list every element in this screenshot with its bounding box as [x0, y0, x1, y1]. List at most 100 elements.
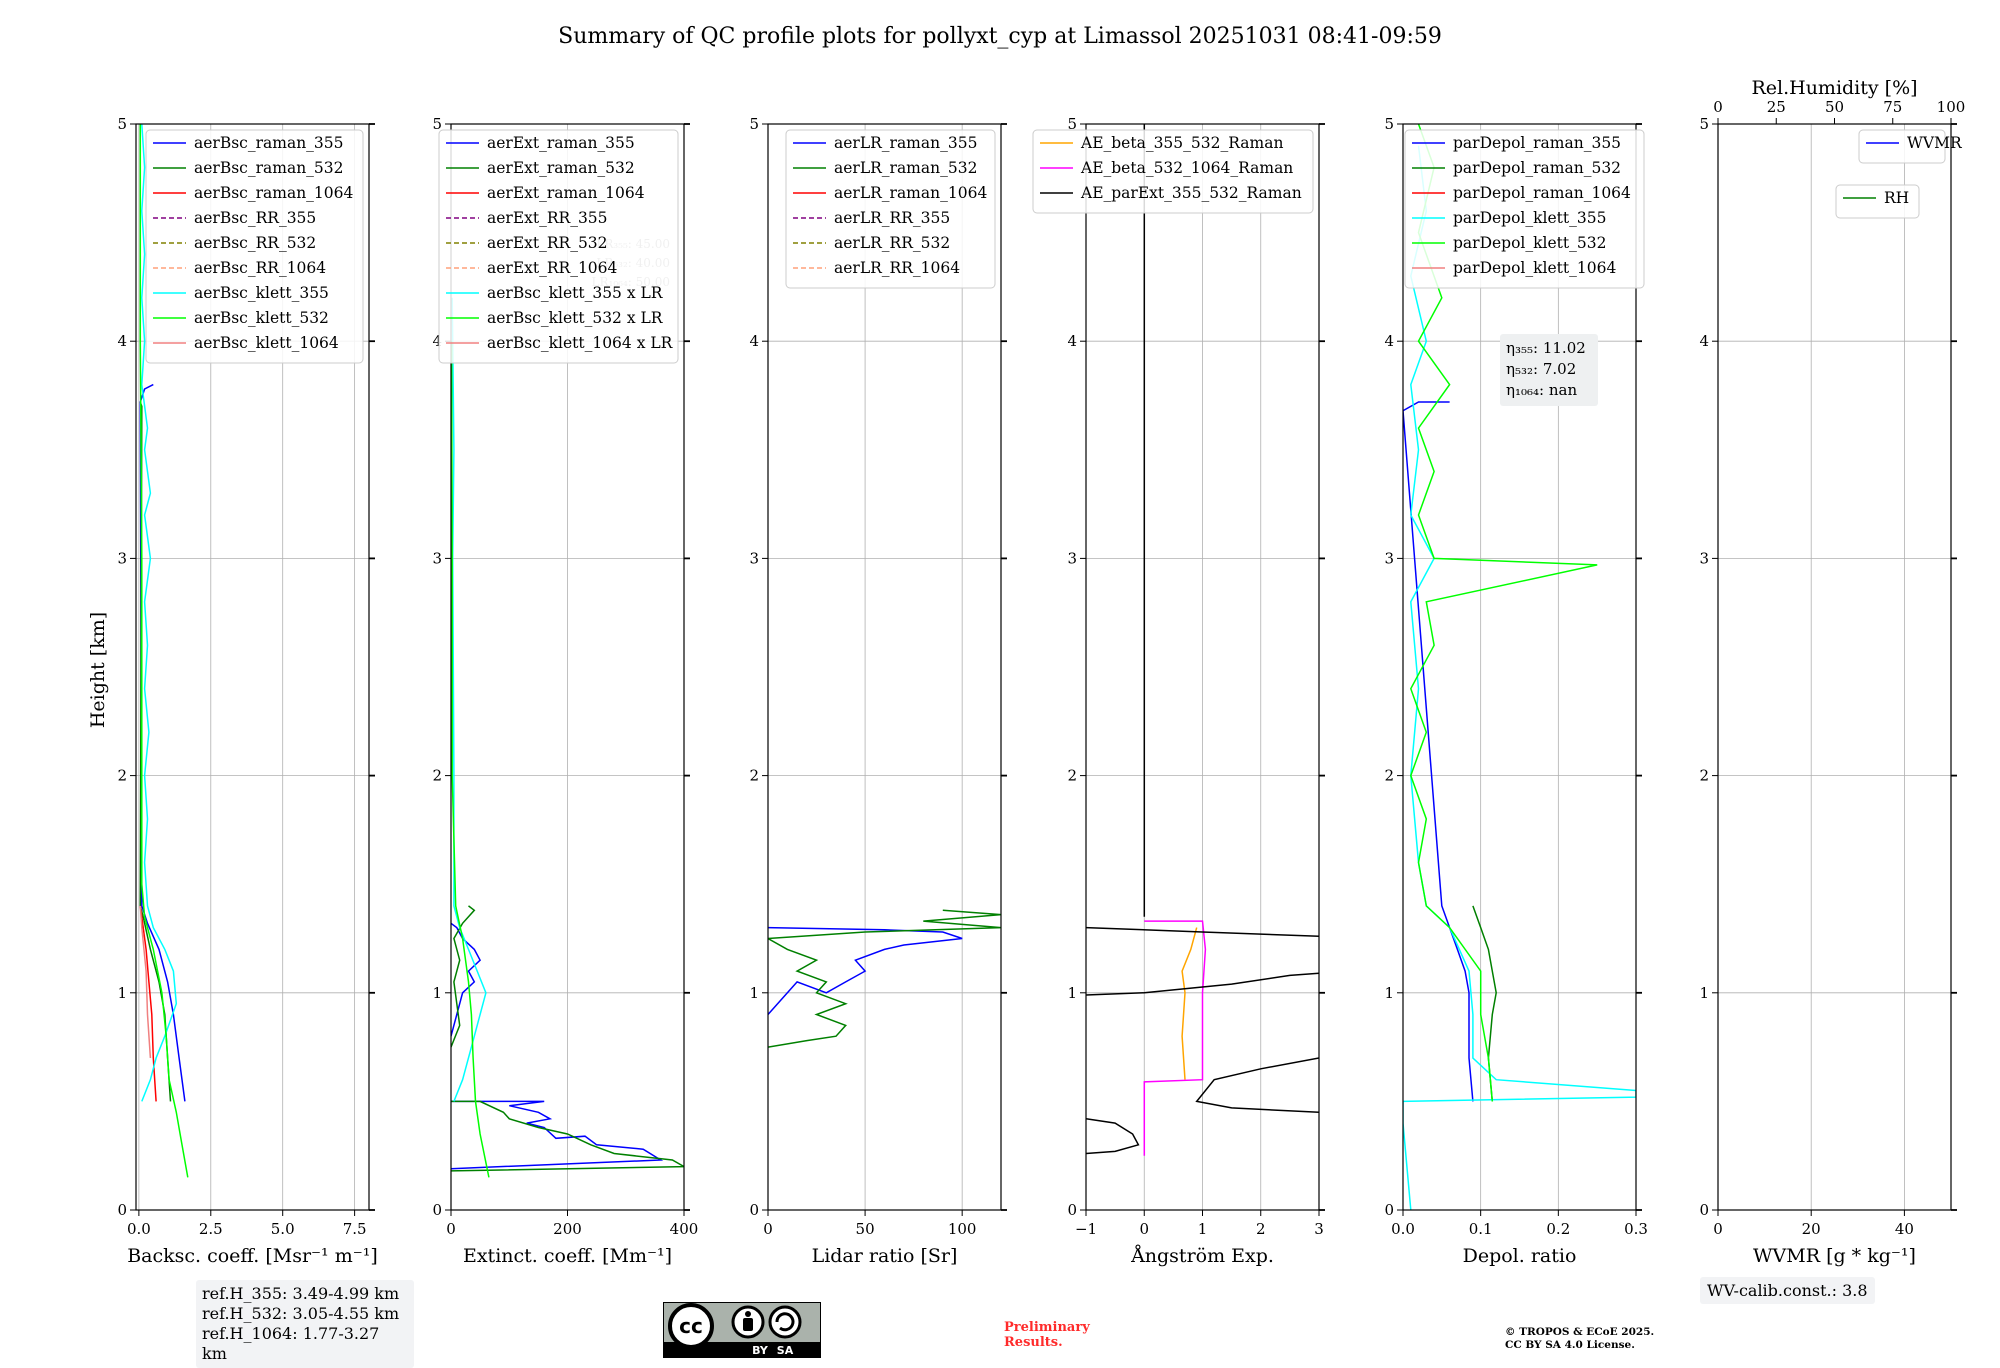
legend-box	[1032, 129, 1314, 214]
cc-by-sa-license-badge: cc BY SA	[663, 1302, 821, 1358]
legend-entry: aerLR_raman_1064	[834, 184, 987, 202]
ref-height-1064: ref.H_1064: 1.77-3.27 km	[202, 1324, 380, 1363]
series-line-parDepol_raman_355	[1403, 401, 1474, 1102]
legend-entry: aerBsc_klett_532 x LR	[487, 309, 664, 327]
ref-height-355: ref.H_355: 3.49-4.99 km	[202, 1284, 400, 1303]
series-line-aerExt_raman_532	[451, 1100, 684, 1172]
x-tick-label: 2	[1256, 1220, 1266, 1238]
x-axis-label: Ångström Exp.	[1130, 1245, 1274, 1267]
x-axis-label: Lidar ratio [Sr]	[812, 1245, 958, 1267]
figure-title: Summary of QC profile plots for pollyxt_…	[558, 24, 1442, 49]
legend-entry: AE_beta_355_532_Raman	[1080, 134, 1283, 152]
legend-box	[1858, 129, 1946, 164]
series-group	[1403, 124, 1636, 1210]
y-tick-label: 2	[1067, 767, 1077, 785]
x-tick-label: 50	[856, 1220, 875, 1238]
series-line-AE_beta_355_532_Raman	[1181, 927, 1198, 1080]
panel-lidar_ratio: 0 50 100 0 1 2 3 4 5 Lidar ratio [Sr] aerLR_raman_…	[749, 115, 1007, 1267]
legend-entry: parDepol_klett_1064	[1453, 259, 1616, 277]
legend: aerLR_raman_355 aerLR_raman_532 aerLR_rama…	[785, 129, 996, 289]
top-x-tick-label: 0	[1713, 98, 1723, 116]
legend: RH	[1835, 184, 1920, 219]
ref-height-532: ref.H_532: 3.05-4.55 km	[202, 1304, 400, 1323]
legend-entry: aerBsc_raman_1064	[194, 184, 354, 202]
y-tick-label: 4	[1384, 332, 1394, 350]
eta-annotation-line: η₁₀₆₄: nan	[1506, 381, 1577, 399]
y-tick-label: 1	[1384, 984, 1394, 1002]
series-line-aerBsc_klett_355	[141, 124, 178, 1102]
y-tick-label: 0	[1699, 1201, 1709, 1219]
y-tick-label: 5	[117, 115, 127, 133]
y-tick-label: 5	[1699, 115, 1709, 133]
eta-annotation-line: η₃₅₅: 11.02	[1506, 339, 1586, 357]
y-axis-label: Height [km]	[87, 612, 109, 728]
wv-calibration-box: WV-calib.const.: 3.8	[1700, 1277, 1875, 1304]
legend-entry: parDepol_klett_532	[1453, 234, 1606, 252]
y-tick-label: 0	[749, 1201, 759, 1219]
legend: aerExt_raman_355 aerExt_raman_532 aerExt_r…	[438, 129, 679, 364]
x-axis-label: WVMR [g * kg⁻¹]	[1753, 1245, 1916, 1267]
legend-entry: aerBsc_klett_532	[194, 309, 329, 327]
series-group	[1086, 124, 1319, 1156]
x-tick-label: 2.5	[199, 1220, 223, 1238]
x-tick-label: 0	[1713, 1220, 1723, 1238]
top-x-tick-label: 25	[1767, 98, 1786, 116]
series-line-aerBsc_klett_1064	[139, 905, 152, 1059]
x-axis-label: Depol. ratio	[1463, 1245, 1577, 1267]
series-line-AE_beta_532_1064_Raman	[1143, 920, 1207, 1156]
y-tick-label: 2	[117, 767, 127, 785]
legend: AE_beta_355_532_Raman AE_beta_532_1064_Ra…	[1032, 129, 1314, 214]
y-tick-label: 0	[1067, 1201, 1077, 1219]
legend-box	[785, 129, 996, 289]
cc-icon	[668, 1303, 714, 1349]
eta-annotation-box	[1500, 334, 1598, 406]
x-tick-label: 20	[1802, 1220, 1821, 1238]
top-x-axis-label: Rel.Humidity [%]	[1751, 77, 1917, 99]
legend-entry: aerBsc_klett_1064	[194, 334, 339, 352]
legend-entry: parDepol_raman_532	[1453, 159, 1621, 177]
axes-frame	[767, 123, 1002, 1211]
x-tick-label: 100	[948, 1220, 977, 1238]
x-axis-label: Extinct. coeff. [Mm⁻¹]	[463, 1245, 672, 1267]
legend-entry: aerBsc_raman_355	[194, 134, 344, 152]
preliminary-line-2: Results.	[1004, 1335, 1063, 1350]
y-tick-label: 1	[117, 984, 127, 1002]
top-x-tick-label: 100	[1937, 98, 1966, 116]
x-tick-label: 0.0	[127, 1220, 151, 1238]
y-tick-label: 2	[1384, 767, 1394, 785]
legend-entry: parDepol_raman_355	[1453, 134, 1621, 152]
x-tick-label: 1	[1198, 1220, 1208, 1238]
x-tick-label: 0.3	[1624, 1220, 1648, 1238]
y-tick-label: 2	[749, 767, 759, 785]
x-tick-label: 0	[1139, 1220, 1149, 1238]
copyright-line-2: CC BY SA 4.0 License.	[1505, 1339, 1635, 1351]
legend-entry: parDepol_klett_355	[1453, 209, 1606, 227]
y-tick-label: 0	[117, 1201, 127, 1219]
legend-entry: aerExt_raman_1064	[487, 184, 645, 202]
legend-entry: AE_beta_532_1064_Raman	[1080, 159, 1293, 177]
series-line-aerBsc_raman_532	[139, 401, 172, 1102]
legend-entry: aerLR_RR_355	[834, 209, 950, 227]
y-tick-label: 3	[117, 549, 127, 567]
y-tick-label: 3	[1067, 549, 1077, 567]
legend: WVMR	[1858, 129, 1963, 164]
legend-entry: aerBsc_klett_355 x LR	[487, 284, 664, 302]
x-tick-label: −1	[1075, 1220, 1097, 1238]
y-tick-label: 4	[1067, 332, 1077, 350]
series-line-AE_parExt_355_532_Raman_seg4	[1195, 1057, 1319, 1114]
legend-entry: aerLR_RR_532	[834, 234, 950, 252]
y-tick-label: 4	[432, 332, 442, 350]
x-axis-label: Backsc. coeff. [Msr⁻¹ m⁻¹]	[127, 1245, 378, 1267]
legend-box	[438, 129, 679, 364]
x-tick-label: 0.0	[1391, 1220, 1415, 1238]
y-tick-label: 4	[1699, 332, 1709, 350]
axes-frame	[1717, 123, 1952, 1211]
legend: parDepol_raman_355 parDepol_raman_532 parD…	[1404, 129, 1645, 289]
series-line-aerLR_raman_532	[768, 909, 1001, 1048]
y-tick-label: 3	[432, 549, 442, 567]
legend-entry: aerBsc_klett_355	[194, 284, 329, 302]
y-tick-label: 3	[1384, 549, 1394, 567]
y-tick-label: 5	[1067, 115, 1077, 133]
